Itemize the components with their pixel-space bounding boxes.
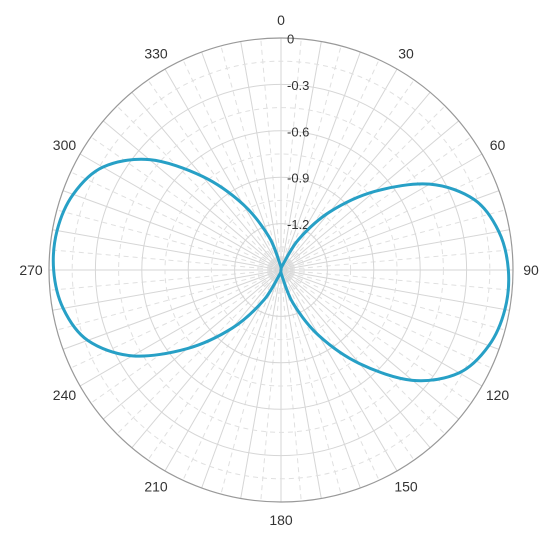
angular-grid-line bbox=[90, 136, 282, 271]
angular-grid-line bbox=[280, 269, 513, 291]
angular-grid-line bbox=[49, 249, 282, 271]
angular-grid-line bbox=[220, 269, 282, 495]
series-layer bbox=[51, 157, 511, 383]
angular-grid-line bbox=[116, 105, 282, 271]
radial-grid bbox=[48, 37, 514, 503]
angular-grid-line bbox=[280, 105, 446, 271]
radial-grid-circle-minor bbox=[118, 107, 444, 433]
angular-tick-label: 240 bbox=[53, 387, 77, 403]
angular-grid-line bbox=[49, 269, 282, 291]
radial-grid-circle-minor bbox=[210, 199, 352, 341]
angular-tick-label: 90 bbox=[523, 262, 539, 278]
angular-grid-line bbox=[280, 269, 380, 481]
angular-tick-label: 60 bbox=[490, 137, 506, 153]
radial-grid-circle bbox=[141, 130, 421, 410]
angular-grid-line bbox=[62, 190, 282, 271]
series-line bbox=[51, 157, 511, 383]
radial-grid-circle-minor bbox=[257, 246, 305, 294]
angular-grid-line bbox=[260, 38, 282, 271]
angular-grid-line bbox=[131, 91, 282, 271]
radial-tick-label: -1.2 bbox=[287, 217, 309, 232]
angular-grid-line bbox=[280, 269, 483, 387]
angular-grid-line bbox=[280, 269, 302, 502]
angular-tick-label: 270 bbox=[19, 262, 43, 278]
angular-grid-line bbox=[280, 269, 460, 420]
angular-grid-line bbox=[70, 269, 282, 369]
angular-grid-line bbox=[62, 269, 282, 350]
angular-grid-line bbox=[147, 269, 282, 461]
angular-grid-line bbox=[90, 269, 282, 404]
angular-grid-line bbox=[182, 269, 282, 481]
angular-grid-line bbox=[280, 38, 302, 271]
angular-grid-line bbox=[280, 249, 513, 271]
angular-grid-line bbox=[280, 209, 506, 271]
angular-grid-line bbox=[70, 171, 282, 271]
angular-grid-line bbox=[79, 269, 282, 387]
angular-tick-labels: 0 30 60 90 120 150 180 210 240 270 300 330 bbox=[19, 12, 539, 528]
angular-grid-line bbox=[280, 79, 415, 271]
angular-grid-line bbox=[280, 41, 322, 271]
angular-grid-line bbox=[201, 269, 282, 489]
angular-grid-line bbox=[280, 59, 380, 271]
angular-grid-line bbox=[116, 269, 282, 435]
angular-grid-line bbox=[56, 209, 282, 271]
angular-grid-line bbox=[280, 171, 492, 271]
radial-grid-circle bbox=[94, 83, 468, 457]
radial-tick-label: 0 bbox=[287, 32, 294, 47]
angular-grid-line bbox=[52, 229, 282, 271]
angular-tick-label: 120 bbox=[486, 387, 510, 403]
angular-grid-line bbox=[280, 269, 415, 461]
angular-tick-label: 300 bbox=[53, 137, 77, 153]
radial-tick-labels: 0 -0.3 -0.6 -0.9 -1.2 bbox=[287, 32, 309, 233]
radial-tick-label: -0.6 bbox=[287, 124, 309, 139]
radial-grid-circle-minor bbox=[164, 153, 398, 387]
radial-tick-label: -0.3 bbox=[287, 78, 309, 93]
angular-grid-line bbox=[260, 269, 282, 502]
angular-tick-label: 30 bbox=[398, 45, 414, 61]
angular-tick-label: 180 bbox=[269, 512, 293, 528]
angular-grid-line bbox=[164, 68, 282, 271]
angular-grid-line bbox=[280, 136, 472, 271]
radial-grid-circle bbox=[187, 176, 375, 364]
angular-grid-line bbox=[280, 269, 506, 331]
angular-grid-line bbox=[280, 269, 492, 369]
angular-grid-line bbox=[56, 269, 282, 331]
angular-tick-label: 330 bbox=[144, 45, 168, 61]
angular-grid-line bbox=[280, 91, 431, 271]
angular-grid-line bbox=[280, 229, 510, 271]
angular-grid-line bbox=[147, 79, 282, 271]
angular-grid-line bbox=[182, 59, 282, 271]
angular-tick-label: 150 bbox=[394, 479, 418, 495]
radial-grid-circle-minor bbox=[71, 60, 491, 480]
angular-grid-line bbox=[280, 269, 322, 499]
angular-grid-line bbox=[280, 269, 472, 404]
angular-grid-line bbox=[220, 45, 282, 271]
outer-circle bbox=[48, 37, 514, 503]
angular-grid-line bbox=[280, 269, 446, 435]
angular-tick-label: 210 bbox=[144, 479, 168, 495]
radial-grid-circle bbox=[234, 223, 328, 317]
radial-tick-label: -0.9 bbox=[287, 171, 309, 186]
angular-grid-line bbox=[280, 269, 342, 495]
angular-grid-line bbox=[280, 120, 460, 271]
angular-grid-line bbox=[280, 45, 342, 271]
angular-tick-label: 0 bbox=[277, 12, 285, 28]
